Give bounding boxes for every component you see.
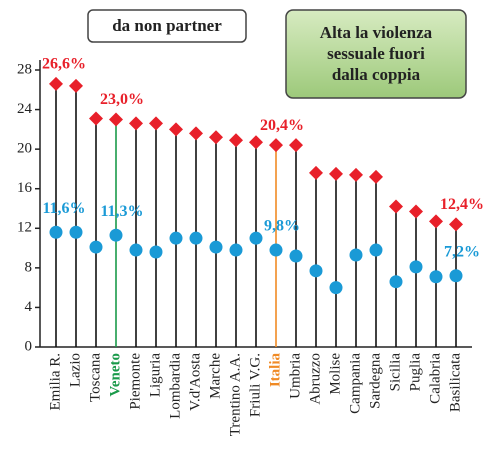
circle-marker	[209, 240, 223, 254]
x-tick-label: Emilia R.	[47, 353, 63, 411]
diamond-marker	[69, 78, 83, 93]
diamond-marker	[209, 130, 223, 145]
value-label: 20,4%	[260, 117, 304, 134]
annotation-text: sessuale fuori	[327, 44, 425, 63]
diamond-marker	[369, 169, 383, 184]
diamond-marker	[409, 204, 423, 219]
diamond-marker	[349, 167, 363, 182]
chart-title: da non partner	[112, 16, 222, 35]
circle-marker	[89, 240, 103, 254]
x-tick-label: Liguria	[147, 353, 163, 397]
annotation-box	[285, 9, 467, 99]
x-tick-label: Calabria	[427, 353, 443, 404]
diamond-marker	[149, 116, 163, 131]
value-label: 12,4%	[440, 196, 484, 213]
annotation-text: dalla coppia	[332, 65, 421, 84]
diamond-marker	[49, 76, 63, 91]
x-tick-label: Piemonte	[127, 353, 143, 410]
y-tick-label: 4	[25, 299, 33, 315]
x-tick-label: Campania	[347, 353, 363, 414]
x-tick-label: Puglia	[407, 353, 423, 392]
circle-marker	[109, 228, 123, 242]
y-tick-label: 20	[17, 141, 32, 157]
diamond-marker	[389, 199, 403, 214]
diamond-marker	[229, 133, 243, 148]
diamond-marker	[89, 111, 103, 126]
diamond-marker	[169, 122, 183, 137]
circle-marker	[389, 275, 403, 289]
diamond-marker	[109, 112, 123, 127]
x-tick-label: Lombardia	[167, 353, 183, 419]
x-tick-label: Molise	[327, 353, 343, 395]
y-tick-label: 0	[25, 338, 33, 354]
x-tick-label: Sardegna	[367, 353, 383, 409]
value-label: 26,6%	[42, 56, 86, 73]
x-tick-label: Lazio	[67, 353, 83, 387]
circle-marker	[349, 248, 363, 262]
x-tick-label: Veneto	[107, 353, 123, 397]
circle-marker	[249, 231, 263, 245]
x-tick-label: Italia	[267, 353, 283, 388]
circle-marker	[149, 245, 163, 259]
annotation-text: Alta la violenza	[320, 23, 433, 42]
circle-marker	[449, 269, 463, 283]
x-tick-label: Trentino A.A.	[227, 353, 243, 436]
circle-marker	[129, 243, 143, 257]
value-label: 23,0%	[100, 91, 144, 108]
circle-marker	[309, 264, 323, 278]
x-tick-label: Friuli V.G.	[247, 353, 263, 417]
x-tick-label: Toscana	[87, 353, 103, 402]
diamond-marker	[329, 166, 343, 181]
circle-marker	[49, 225, 63, 239]
circle-marker	[269, 243, 283, 257]
y-tick-label: 28	[17, 61, 32, 77]
value-label: 11,3%	[100, 203, 143, 220]
circle-marker	[169, 231, 183, 245]
title-box	[87, 9, 247, 43]
diamond-marker	[429, 214, 443, 229]
value-label: 7,2%	[444, 243, 480, 260]
circle-marker	[409, 260, 423, 274]
x-tick-label: Basilicata	[447, 353, 463, 412]
y-tick-label: 16	[17, 180, 33, 196]
x-tick-label: Marche	[207, 353, 223, 399]
circle-marker	[69, 225, 83, 239]
circle-marker	[429, 270, 443, 284]
x-tick-label: Abruzzo	[307, 353, 323, 405]
diamond-marker	[249, 135, 263, 150]
diamond-marker	[309, 165, 323, 180]
x-tick-label: Umbria	[287, 353, 303, 399]
value-label: 11,6%	[42, 200, 85, 217]
circle-marker	[329, 281, 343, 295]
circle-marker	[229, 243, 243, 257]
x-tick-label: V.d'Aosta	[187, 353, 203, 411]
value-label: 9,8%	[264, 218, 300, 235]
circle-marker	[369, 243, 383, 257]
diamond-marker	[189, 126, 203, 141]
circle-marker	[289, 249, 303, 263]
y-tick-label: 24	[17, 101, 33, 117]
x-tick-label: Sicilia	[387, 353, 403, 392]
diamond-marker	[449, 217, 463, 232]
y-tick-label: 8	[25, 259, 33, 275]
circle-marker	[189, 231, 203, 245]
diamond-marker	[289, 138, 303, 153]
y-tick-label: 12	[17, 220, 32, 236]
diamond-marker	[269, 138, 283, 153]
diamond-marker	[129, 116, 143, 131]
